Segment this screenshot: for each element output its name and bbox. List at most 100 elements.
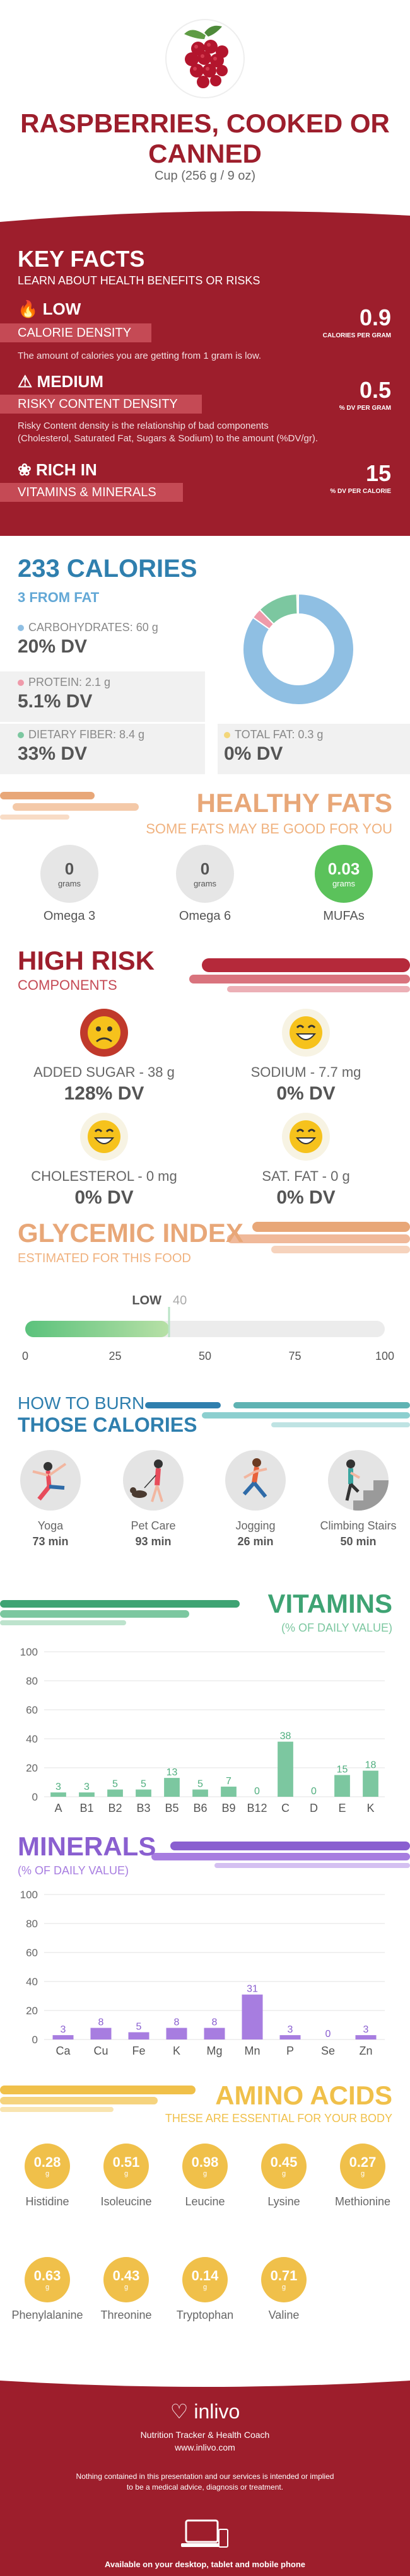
fats-decor-stripes [0, 792, 139, 820]
amino-decor-stripes [0, 2086, 196, 2112]
vitamin-data-label: 38 [280, 1731, 291, 1742]
vitamin-y-tick-label: 0 [32, 1791, 38, 1803]
mineral-data-label: 8 [174, 2017, 180, 2028]
leaf-icon: ❀ [18, 460, 32, 479]
amino-name: Leucine [185, 2195, 225, 2208]
mineral-data-label: 3 [363, 2024, 369, 2035]
amino-name: Lysine [267, 2195, 300, 2208]
risky-density-desc-1: Risky Content density is the relationshi… [18, 421, 269, 431]
mineral-bar [279, 2035, 301, 2039]
vitamin-bar [278, 1741, 293, 1797]
activity-minutes: 73 min [32, 1535, 69, 1548]
carbs-dot [18, 625, 24, 631]
food-title-line2: CANNED [148, 139, 262, 168]
mineral-x-tick-label: Fe [132, 2045, 145, 2057]
header: RASPBERRIES, COOKED OR CANNED Cup (256 g… [0, 0, 410, 208]
activity-pet-care: Pet Care 93 min [106, 1450, 201, 1548]
calories-from-fat: 3 FROM FAT [18, 589, 100, 605]
amino-circle: 0.28 g [25, 2144, 70, 2189]
carbs-stat: CARBOHYDRATES: 60 g 20% DV [18, 621, 158, 658]
mineral-x-tick-label: P [286, 2045, 294, 2057]
footer-url[interactable]: www.inlivo.com [175, 2442, 235, 2452]
yoga-icon [20, 1450, 81, 1511]
carbs-dv: 20% DV [18, 636, 88, 657]
devices-icon [181, 2519, 228, 2548]
fat-stat: TOTAL FAT: 0.3 g 0% DV [224, 728, 323, 765]
glycemic-tick-label: 0 [22, 1350, 28, 1362]
amino-circle: 0.45 g [261, 2144, 307, 2189]
amino-isoleucine: 0.51 g Isoleucine [85, 2144, 167, 2208]
mineral-data-label: 3 [61, 2024, 66, 2035]
risky-density-unit: % DV PER GRAM [339, 405, 391, 412]
mineral-bar [242, 1994, 263, 2039]
glycemic-tick-label: 50 [199, 1350, 211, 1362]
mineral-bar [166, 2028, 187, 2039]
mineral-y-tick-label: 20 [26, 2005, 38, 2017]
fat-dot [224, 732, 230, 738]
vitamin-x-tick-label: B12 [247, 1802, 267, 1814]
amino-circle: 0.98 g [182, 2144, 228, 2189]
glycemic-tick-label: 25 [108, 1350, 121, 1362]
calories-title: 233 CALORIES [18, 555, 197, 583]
donut-slice-fat [296, 593, 299, 615]
risk-sodium: SODIUM - 7.7 mg 0% DV [211, 1009, 401, 1105]
mineral-data-label: 3 [288, 2024, 293, 2035]
amino-valine: 0.71 g Valine [243, 2257, 325, 2322]
vitamin-bar [221, 1786, 237, 1797]
mineral-x-tick-label: Se [321, 2045, 335, 2057]
vitamin-x-tick-label: D [310, 1802, 318, 1814]
vitamin-x-tick-label: B1 [79, 1802, 93, 1814]
burn-decor-stripes [145, 1402, 410, 1427]
risk-label: CHOLESTEROL - 0 mg [31, 1168, 177, 1184]
serving-size: Cup (256 g / 9 oz) [154, 169, 256, 183]
high-risk-title: HIGH RISK [18, 946, 155, 975]
vitamin-x-tick-label: C [281, 1802, 290, 1814]
fiber-dv: 33% DV [18, 743, 88, 764]
fiber-dot [18, 732, 24, 738]
carbs-label: CARBOHYDRATES: 60 g [28, 621, 158, 634]
mineral-x-tick-label: Zn [359, 2045, 372, 2057]
amino-circle: 0.71 g [261, 2257, 307, 2302]
protein-dv: 5.1% DV [18, 691, 93, 712]
pet-care-icon [123, 1450, 184, 1511]
fat-item-omega6: 0 grams Omega 6 [155, 845, 255, 924]
fat-item-mufas: 0.03 grams MUFAs [293, 845, 394, 924]
fat-name: MUFAs [323, 909, 365, 923]
fiber-stat: DIETARY FIBER: 8.4 g 33% DV [18, 728, 144, 765]
footer-disclaimer: Nothing contained in this presentation a… [76, 2472, 334, 2492]
mineral-data-label: 8 [98, 2017, 104, 2028]
amino-lysine: 0.45 g Lysine [243, 2144, 325, 2208]
activity-minutes: 50 min [340, 1535, 377, 1548]
fat-item-omega3: 0 grams Omega 3 [19, 845, 120, 924]
minerals-subtitle: (% OF DAILY VALUE) [18, 1864, 129, 1877]
mineral-x-tick-label: K [173, 2045, 180, 2057]
risky-density-row: ⚠ MEDIUM RISKY CONTENT DENSITY Risky Con… [0, 372, 410, 454]
risky-density-desc-2: (Cholesterol, Saturated Fat, Sugars & So… [18, 433, 319, 444]
calorie-density-unit: CALORIES PER GRAM [322, 332, 391, 339]
activity-minutes: 93 min [135, 1535, 172, 1548]
vitamin-bar [107, 1789, 123, 1797]
amino-name: Valine [268, 2309, 300, 2321]
key-facts-section: KEY FACTS LEARN ABOUT HEALTH BENEFITS OR… [0, 208, 410, 536]
activity-yoga: Yoga 73 min [3, 1450, 98, 1548]
calorie-density-desc: The amount of calories you are getting f… [18, 351, 262, 361]
climbing-stairs-icon [328, 1450, 389, 1511]
vitamin-x-tick-label: K [366, 1802, 374, 1814]
footer-available: Available on your desktop, tablet and mo… [104, 2560, 306, 2569]
calorie-density-label: CALORIE DENSITY [0, 323, 151, 342]
key-facts-title: KEY FACTS [18, 246, 145, 272]
risk-added-sugar: ADDED SUGAR - 38 g 128% DV [9, 1009, 199, 1105]
key-facts-wave [0, 208, 410, 222]
footer-tagline: Nutrition Tracker & Health Coach [140, 2430, 270, 2440]
fat-circle: 0 grams [40, 845, 98, 903]
vitamin-bar [136, 1789, 151, 1797]
vitamin-y-tick-label: 80 [26, 1675, 38, 1687]
brand-logo[interactable]: ♡ inlivo [0, 2399, 410, 2423]
minerals-bar-chart: 0 20 40 60 80 100 3 Ca 8 Cu 5 Fe 8 K 8 Mg 31 Mn 3 P 0 Se 3 Zn [20, 1889, 385, 2057]
fat-name: Omega 6 [179, 909, 231, 923]
glycemic-title: GLYCEMIC INDEX [18, 1218, 243, 1248]
vitamin-y-tick-label: 20 [26, 1762, 38, 1774]
footer-wave [0, 2377, 410, 2387]
vitamin-data-label: 0 [311, 1786, 317, 1797]
